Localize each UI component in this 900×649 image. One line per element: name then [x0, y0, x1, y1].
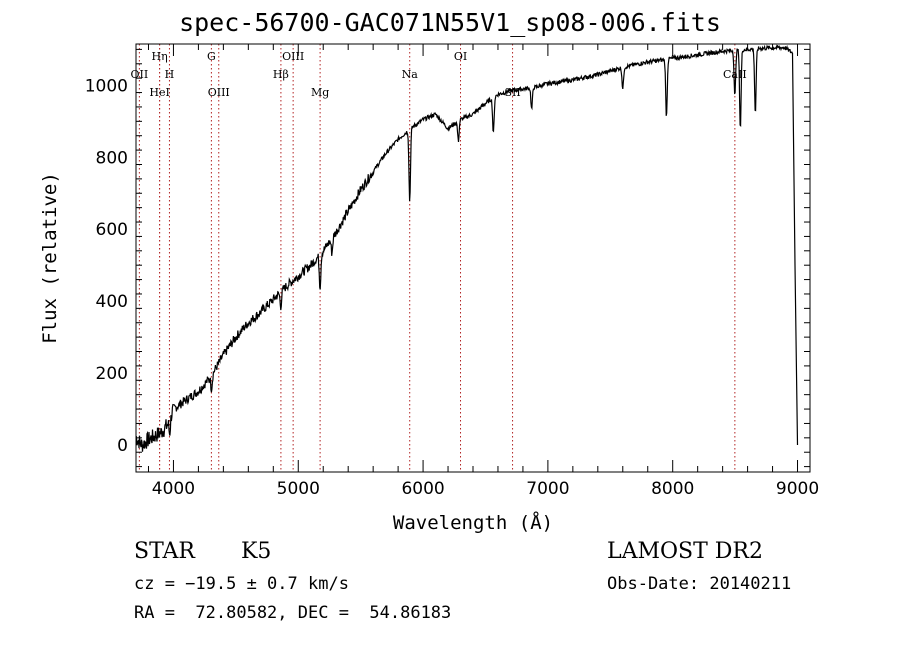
x-tick-label: 9000: [776, 479, 819, 499]
y-tick-label: 1000: [85, 76, 128, 96]
y-tick-label: 600: [96, 220, 128, 240]
x-tick-label: 6000: [401, 479, 444, 499]
redshift-value: cz = −19.5 ± 0.7 km/s: [134, 574, 349, 594]
spectral-line-label: G: [207, 50, 216, 63]
spectral-line-label: H: [165, 68, 175, 81]
x-tick-label: 5000: [277, 479, 320, 499]
spectral-line-label: OIII: [208, 86, 230, 99]
x-tick-label: 4000: [152, 479, 195, 499]
y-axis-label: Flux (relative): [39, 172, 61, 344]
y-tick-label: 400: [96, 292, 128, 312]
spectral-line-label: Na: [402, 68, 419, 81]
coordinates: RA = 72.80582, DEC = 54.86183: [134, 603, 452, 623]
x-axis-label: Wavelength (Å): [393, 511, 553, 534]
spectral-lines: [138, 44, 736, 472]
spectral-line-label: CaII: [723, 68, 747, 81]
y-tick-label: 800: [96, 148, 128, 168]
spectral-line-label: OII: [131, 68, 149, 81]
plot-axes: [135, 43, 811, 473]
spectrum-line: [135, 44, 799, 452]
y-tick-label: 200: [96, 364, 128, 384]
x-tick-label: 7000: [526, 479, 569, 499]
spectral-line-label: Hη: [151, 50, 167, 63]
spectral-line-label: OIII: [282, 50, 304, 63]
chart-title: spec-56700-GAC071N55V1_sp08-006.fits: [179, 8, 721, 37]
axis-ticks: 4000 5000 6000 7000 8000 9000 0 200 400 600 800 100…: [85, 44, 819, 499]
x-tick-label: 8000: [651, 479, 694, 499]
spectral-line-label: HeI: [149, 86, 169, 99]
object-subclass: K5: [241, 539, 272, 564]
spectral-line-label: Mg: [311, 86, 329, 99]
observation-date: Obs-Date: 20140211: [607, 574, 792, 594]
y-tick-label: 0: [117, 436, 128, 456]
plot-frame: [135, 43, 811, 473]
spectrum-series: [135, 44, 799, 452]
spectral-line-label: OI: [454, 50, 467, 63]
survey-name: LAMOST DR2: [607, 539, 763, 564]
spectral-line-label: Hβ: [273, 68, 289, 81]
object-class: STAR: [134, 539, 195, 564]
